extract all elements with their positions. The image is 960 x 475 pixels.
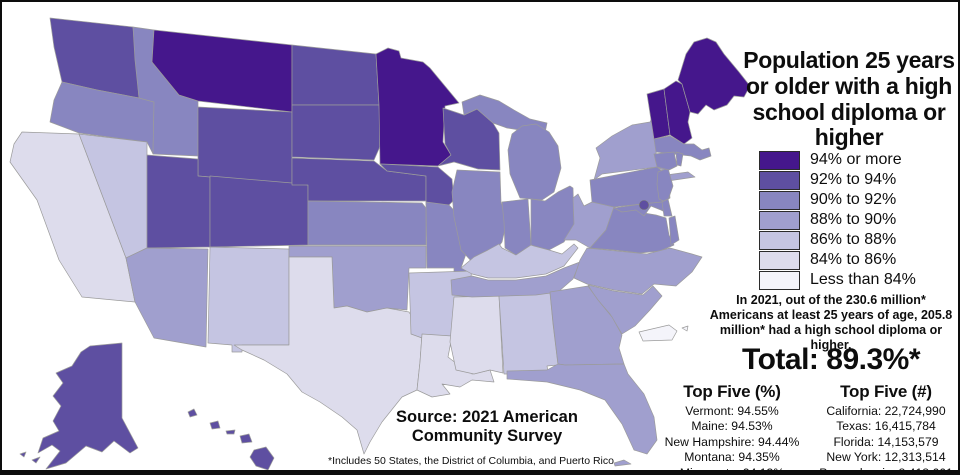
state-oregon: [49, 81, 155, 155]
legend-swatch-lt-84: [759, 270, 800, 290]
state-alabama: [498, 292, 559, 377]
territory-puerto-rico: [638, 324, 689, 342]
list-item: Maine: 94.53%: [691, 419, 773, 434]
legend-row: 86% to 88%: [759, 230, 916, 250]
state-connecticut: [653, 151, 678, 171]
state-delaware: [661, 198, 673, 217]
state-arizona: [125, 247, 209, 348]
state-texas: [233, 256, 423, 455]
top-five-percent-heading: Top Five (%): [683, 382, 781, 401]
list-item: Florida: 14,153,579: [833, 434, 939, 449]
list-item: Vermont: 94.55%: [685, 404, 779, 418]
source-attribution: Source: 2021 American Community Survey: [396, 408, 578, 445]
state-michigan: [507, 123, 562, 201]
state-district-of-columbia-dot: [639, 200, 649, 210]
legend-label: 90% to 92%: [810, 191, 897, 208]
legend-row: 90% to 92%: [759, 190, 916, 210]
state-georgia: [549, 285, 625, 366]
legend-row: Less than 84%: [759, 270, 916, 290]
list-item: Montana: 94.35%: [684, 450, 780, 465]
state-maine: [677, 37, 751, 115]
state-colorado: [209, 175, 309, 248]
page-title: Population 25 years or older with a high…: [743, 47, 955, 151]
top-five-count-list: Top Five (#) California: 22,724,990 Texa…: [812, 382, 958, 475]
state-wyoming: [197, 106, 293, 186]
legend-row: 88% to 90%: [759, 210, 916, 230]
summary-text: In 2021, out of the 230.6 million* Ameri…: [709, 293, 953, 352]
state-florida: [506, 363, 658, 455]
legend-swatch-84-86: [759, 250, 800, 270]
state-mississippi: [449, 295, 504, 375]
legend-swatch-94-plus: [759, 150, 800, 170]
total-value: Total: 89.3%*: [742, 343, 921, 376]
legend-swatch-86-88: [759, 230, 800, 250]
legend-label: 94% or more: [810, 151, 902, 168]
legend-label: 88% to 90%: [810, 211, 897, 228]
state-kentucky: [460, 243, 579, 279]
legend-swatch-88-90: [759, 210, 800, 230]
map-legend: 94% or more 92% to 94% 90% to 92% 88% to…: [759, 150, 916, 290]
state-florida-keys: [613, 459, 632, 467]
state-hawaii: [187, 408, 275, 470]
state-minnesota: [375, 47, 460, 167]
legend-swatch-90-92: [759, 190, 800, 210]
footnote: *Includes 50 States, the District of Col…: [328, 455, 614, 467]
list-item: Minnesota: 94.13%: [679, 465, 785, 475]
state-alaska: [37, 342, 139, 470]
legend-row: 94% or more: [759, 150, 916, 170]
us-choropleth-map: [9, 17, 751, 470]
state-new-hampshire: [663, 80, 693, 145]
list-item: Pennsylvania: 8,418,661: [819, 465, 953, 475]
legend-row: 92% to 94%: [759, 170, 916, 190]
state-new-jersey: [656, 167, 674, 204]
legend-label: 86% to 88%: [810, 231, 897, 248]
state-new-mexico: [207, 246, 290, 353]
top-five-percent-list: Top Five (%) Vermont: 94.55% Maine: 94.5…: [650, 382, 814, 475]
legend-swatch-92-94: [759, 170, 800, 190]
state-rhode-island: [675, 151, 684, 167]
legend-label: 84% to 86%: [810, 251, 897, 268]
legend-label: 92% to 94%: [810, 171, 897, 188]
list-item: Texas: 16,415,784: [836, 419, 936, 434]
list-item: New Hampshire: 94.44%: [664, 434, 800, 449]
state-virginia-eastern-shore: [668, 215, 680, 246]
state-indiana: [501, 198, 532, 256]
list-item: New York: 12,313,514: [826, 450, 946, 465]
state-north-dakota: [291, 44, 380, 106]
state-alaska-aleutians: [19, 451, 41, 464]
top-five-count-heading: Top Five (#): [840, 382, 932, 401]
legend-label: Less than 84%: [810, 271, 916, 288]
state-south-dakota: [291, 104, 383, 161]
list-item: California: 22,724,990: [826, 404, 946, 418]
legend-row: 84% to 86%: [759, 250, 916, 270]
state-north-carolina: [573, 247, 703, 295]
state-kansas: [307, 200, 427, 246]
